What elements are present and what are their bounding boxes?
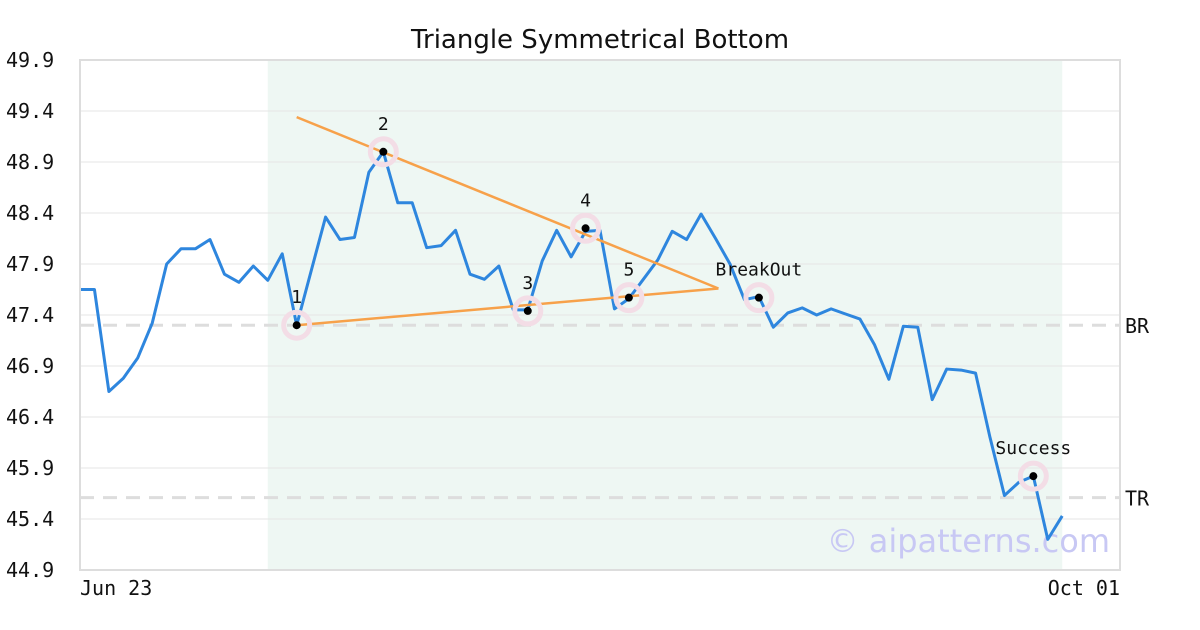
point-ring (613, 282, 645, 314)
y-axis-ticks: 49.9 49.4 48.9 48.4 47.9 47.4 46.9 46.4 45.9 45.4… (6, 48, 54, 582)
pattern-point: BreakOut (716, 260, 803, 314)
point-ring (281, 309, 313, 341)
point-ring (1017, 460, 1049, 492)
trendlines (296, 115, 719, 327)
point-dot (523, 306, 532, 315)
reference-lines: BR TR (80, 314, 1150, 511)
point-label: 2 (378, 114, 389, 135)
y-tick-label: 47.4 (6, 303, 54, 327)
pattern-point: Success (995, 438, 1071, 492)
point-label: 5 (623, 260, 634, 281)
x-tick-label: Oct 01 (1048, 576, 1120, 600)
point-label: 3 (522, 273, 533, 294)
y-tick-label: 46.4 (6, 405, 54, 429)
point-label: BreakOut (716, 260, 803, 281)
point-dot (581, 224, 590, 233)
y-tick-label: 47.9 (6, 252, 54, 276)
point-label: Success (995, 438, 1071, 459)
trendline-lower (296, 287, 719, 327)
point-dot (292, 321, 301, 330)
y-tick-label: 45.4 (6, 507, 54, 531)
y-tick-label: 44.9 (6, 558, 54, 582)
reference-line-label: TR (1125, 487, 1150, 511)
point-label: 4 (580, 190, 591, 211)
point-dot (379, 147, 388, 156)
y-tick-label: 45.9 (6, 456, 54, 480)
x-axis-ticks: Jun 23 Oct 01 (80, 576, 1120, 600)
pattern-point: 5 (613, 260, 645, 314)
y-tick-label: 48.4 (6, 201, 54, 225)
point-ring (512, 295, 544, 327)
pattern-point: 3 (512, 273, 544, 327)
x-tick-label: Jun 23 (80, 576, 152, 600)
point-ring (570, 212, 602, 244)
pattern-points: 1 2 3 4 5 BreakOut Success (281, 114, 1071, 492)
y-tick-label: 49.9 (6, 48, 54, 72)
watermark: © aipatterns.com (827, 522, 1110, 560)
reference-line-label: BR (1125, 314, 1150, 338)
pattern-point: 2 (367, 114, 399, 168)
y-tick-label: 46.9 (6, 354, 54, 378)
trendline-upper (296, 115, 719, 290)
point-dot (1029, 472, 1038, 481)
pattern-point: 4 (570, 190, 602, 244)
chart-title: Triangle Symmetrical Bottom (410, 25, 789, 55)
plot-border (79, 59, 1121, 571)
point-dot (624, 293, 633, 302)
point-ring (367, 136, 399, 168)
pattern-point: 1 (281, 287, 313, 341)
point-dot (754, 293, 763, 302)
price-series-line (80, 150, 1064, 541)
point-label: 1 (291, 287, 302, 308)
y-tick-label: 48.9 (6, 150, 54, 174)
point-ring (743, 282, 775, 314)
y-tick-label: 49.4 (6, 99, 54, 123)
